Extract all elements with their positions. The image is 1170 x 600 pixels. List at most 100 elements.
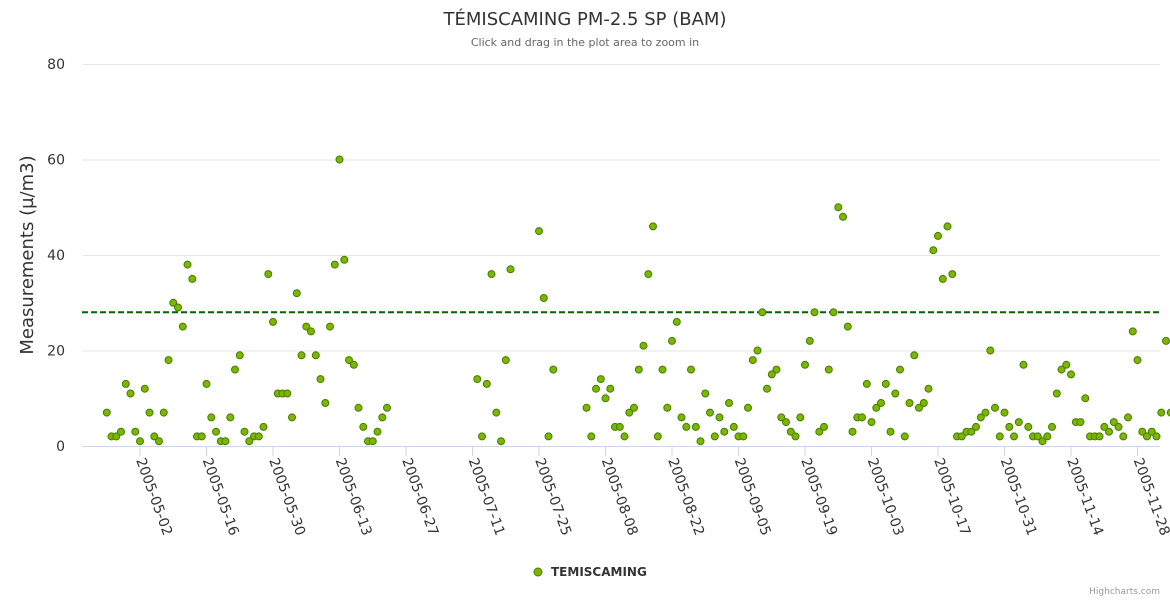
data-point[interactable] — [767, 370, 776, 379]
data-point[interactable] — [758, 308, 767, 317]
data-point[interactable] — [183, 260, 192, 269]
data-point[interactable] — [981, 408, 990, 417]
data-point[interactable] — [478, 432, 486, 441]
data-point[interactable] — [587, 432, 596, 441]
data-point[interactable] — [221, 437, 230, 446]
data-point[interactable] — [1048, 422, 1056, 431]
data-point[interactable] — [630, 403, 638, 412]
data-point[interactable] — [297, 351, 306, 360]
data-point[interactable] — [649, 222, 657, 231]
data-point[interactable] — [302, 322, 311, 331]
data-point[interactable] — [929, 246, 938, 255]
data-point[interactable] — [197, 432, 206, 441]
data-point[interactable] — [900, 432, 909, 441]
data-point[interactable] — [1114, 422, 1123, 431]
data-point[interactable] — [995, 432, 1004, 441]
data-point[interactable] — [777, 413, 786, 422]
data-point[interactable] — [991, 403, 999, 412]
data-point[interactable] — [140, 384, 149, 393]
data-point[interactable] — [881, 379, 890, 388]
data-point[interactable] — [1133, 356, 1142, 365]
data-point[interactable] — [340, 255, 349, 264]
data-point[interactable] — [862, 379, 871, 388]
data-point[interactable] — [288, 413, 296, 422]
data-point[interactable] — [663, 403, 672, 412]
data-point[interactable] — [596, 375, 605, 384]
data-point[interactable] — [482, 379, 491, 388]
data-point[interactable] — [976, 413, 985, 422]
data-point[interactable] — [772, 365, 781, 374]
data-point[interactable] — [155, 437, 163, 446]
data-point[interactable] — [254, 432, 263, 441]
data-point[interactable] — [373, 427, 382, 436]
data-point[interactable] — [1100, 422, 1109, 431]
data-point[interactable] — [126, 389, 135, 398]
data-point[interactable] — [174, 303, 182, 312]
data-point[interactable] — [582, 403, 591, 412]
data-point[interactable] — [677, 413, 686, 422]
data-point[interactable] — [668, 336, 676, 345]
data-point[interactable] — [368, 437, 377, 446]
data-point[interactable] — [259, 422, 268, 431]
data-point[interactable] — [919, 399, 928, 407]
data-point[interactable] — [753, 346, 762, 355]
data-point[interactable] — [815, 427, 824, 436]
data-point[interactable] — [1109, 418, 1118, 427]
data-point[interactable] — [378, 413, 387, 422]
data-point[interactable] — [1143, 432, 1151, 441]
data-point[interactable] — [240, 427, 249, 436]
data-point[interactable] — [1119, 432, 1128, 441]
data-point[interactable] — [672, 317, 681, 326]
data-point[interactable] — [1067, 370, 1075, 379]
data-point[interactable] — [264, 270, 273, 279]
data-points[interactable] — [102, 155, 1170, 446]
data-point[interactable] — [1095, 432, 1104, 441]
data-point[interactable] — [492, 408, 501, 417]
data-point[interactable] — [957, 432, 966, 441]
data-point[interactable] — [763, 384, 771, 393]
data-point[interactable] — [473, 375, 482, 384]
data-point[interactable] — [1138, 427, 1147, 436]
data-point[interactable] — [682, 422, 691, 431]
data-point[interactable] — [1057, 365, 1066, 374]
data-point[interactable] — [1019, 360, 1028, 369]
data-point[interactable] — [1014, 418, 1023, 427]
data-point[interactable] — [307, 327, 315, 336]
data-point[interactable] — [839, 212, 847, 221]
data-point[interactable] — [696, 437, 705, 446]
data-point[interactable] — [886, 427, 895, 436]
data-point[interactable] — [725, 399, 733, 407]
data-point[interactable] — [715, 413, 724, 422]
data-point[interactable] — [349, 360, 358, 369]
data-point[interactable] — [701, 389, 710, 398]
data-point[interactable] — [1024, 422, 1033, 431]
data-point[interactable] — [292, 289, 301, 298]
data-point[interactable] — [487, 270, 496, 279]
data-point[interactable] — [653, 432, 662, 441]
data-point[interactable] — [948, 270, 957, 279]
data-point[interactable] — [226, 413, 235, 422]
data-point[interactable] — [843, 322, 852, 331]
data-point[interactable] — [834, 203, 843, 212]
data-point[interactable] — [1166, 408, 1170, 417]
data-point[interactable] — [235, 351, 244, 360]
data-point[interactable] — [639, 341, 648, 350]
data-point[interactable] — [1052, 389, 1061, 398]
data-point[interactable] — [943, 222, 952, 231]
data-point[interactable] — [615, 422, 624, 431]
data-point[interactable] — [796, 413, 805, 422]
data-point[interactable] — [620, 432, 629, 441]
data-point[interactable] — [972, 422, 980, 431]
data-point[interactable] — [872, 403, 881, 412]
data-point[interactable] — [601, 394, 610, 403]
data-point[interactable] — [910, 351, 919, 360]
data-point[interactable] — [283, 389, 292, 398]
data-point[interactable] — [269, 317, 277, 326]
data-point[interactable] — [820, 422, 828, 431]
data-point[interactable] — [1124, 413, 1132, 422]
data-point[interactable] — [986, 346, 995, 355]
data-point[interactable] — [592, 384, 600, 393]
data-point[interactable] — [829, 308, 838, 317]
data-point[interactable] — [354, 403, 363, 412]
data-point[interactable] — [1062, 360, 1071, 369]
